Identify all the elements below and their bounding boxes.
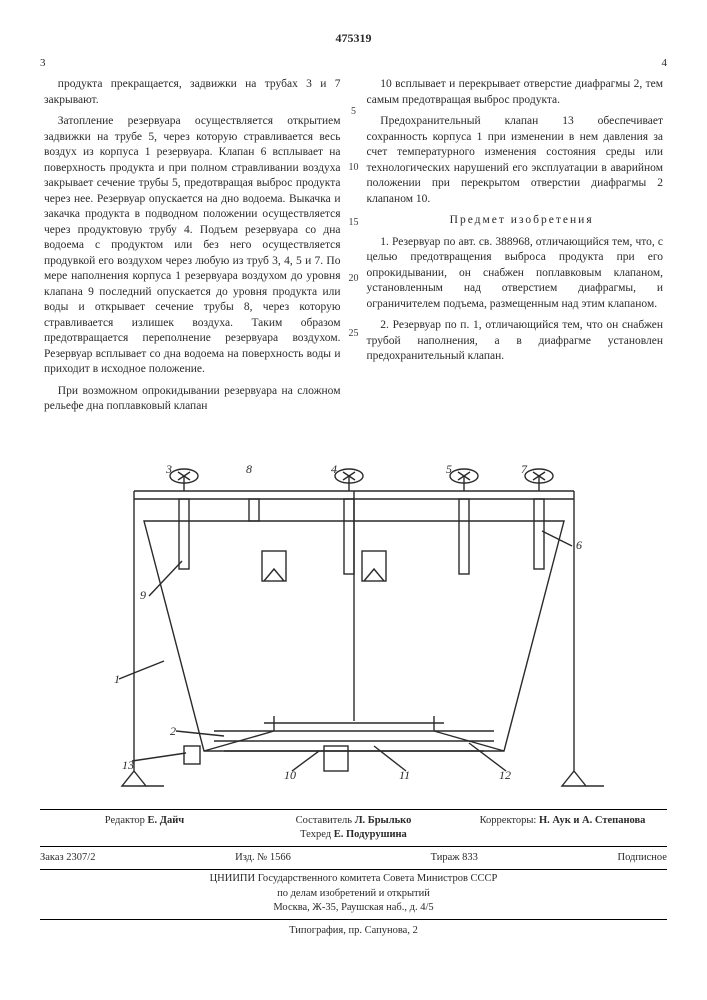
fig-label-8: 8 bbox=[246, 462, 252, 476]
order-num: Заказ 2307/2 bbox=[40, 851, 95, 865]
para: Предохранительный клапан 13 обеспечивает… bbox=[367, 114, 664, 207]
tirazh: Тираж 833 bbox=[431, 851, 478, 865]
ruler-mark: 20 bbox=[345, 272, 363, 286]
fig-label-7: 7 bbox=[521, 462, 528, 476]
claims-heading: Предмет изобретения bbox=[367, 213, 664, 229]
izd-num: Изд. № 1566 bbox=[235, 851, 291, 865]
line-ruler: 5 10 15 20 25 bbox=[345, 77, 363, 421]
patent-figure: 1 2 3 4 5 6 7 8 9 10 11 12 13 bbox=[74, 431, 634, 801]
corrector-block: Корректоры: Н. Аук и А. Степанова bbox=[458, 814, 667, 842]
fig-label-5: 5 bbox=[446, 462, 452, 476]
credits-row: Редактор Е. Дайч Составитель Л. Брылько … bbox=[40, 809, 667, 847]
composer-block: Составитель Л. Брылько Техред Е. Подуруш… bbox=[249, 814, 458, 842]
tech-label: Техред bbox=[300, 829, 331, 840]
page-left: 3 bbox=[40, 56, 46, 71]
corr-label: Корректоры: bbox=[480, 815, 537, 826]
editor-name: Е. Дайч bbox=[148, 815, 185, 826]
editor-label: Редактор bbox=[105, 815, 145, 826]
editor-block: Редактор Е. Дайч bbox=[40, 814, 249, 842]
para: продукта прекращается, задвижки на труба… bbox=[44, 77, 341, 108]
fig-label-6: 6 bbox=[576, 538, 582, 552]
left-column: продукта прекращается, задвижки на труба… bbox=[40, 77, 345, 421]
fig-label-4: 4 bbox=[331, 462, 337, 476]
fig-label-11: 11 bbox=[399, 768, 410, 782]
pub-row: Заказ 2307/2 Изд. № 1566 Тираж 833 Подпи… bbox=[40, 847, 667, 870]
fig-label-10: 10 bbox=[284, 768, 296, 782]
right-column: 10 всплывает и перекрывает отверстие диа… bbox=[363, 77, 668, 421]
fig-label-9: 9 bbox=[140, 588, 146, 602]
ruler-mark: 25 bbox=[345, 327, 363, 341]
org-block: ЦНИИПИ Государственного комитета Совета … bbox=[40, 870, 667, 920]
org-line: Москва, Ж-35, Раушская наб., д. 4/5 bbox=[40, 901, 667, 915]
fig-label-12: 12 bbox=[499, 768, 511, 782]
typography-line: Типография, пр. Сапунова, 2 bbox=[40, 920, 667, 938]
para: 2. Резервуар по п. 1, отличающийся тем, … bbox=[367, 318, 664, 365]
para: 10 всплывает и перекрывает отверстие диа… bbox=[367, 77, 664, 108]
text-columns: продукта прекращается, задвижки на труба… bbox=[40, 77, 667, 421]
org-line: по делам изобретений и открытий bbox=[40, 887, 667, 901]
fig-label-2: 2 bbox=[170, 724, 176, 738]
ruler-mark: 15 bbox=[345, 216, 363, 230]
figure-wrap: 1 2 3 4 5 6 7 8 9 10 11 12 13 bbox=[40, 431, 667, 801]
composer-label: Составитель bbox=[296, 815, 352, 826]
page-numbers: 3 4 bbox=[40, 56, 667, 71]
tech-name: Е. Подурушина bbox=[334, 829, 407, 840]
subscription: Подписное bbox=[618, 851, 667, 865]
composer-name: Л. Брылько bbox=[355, 815, 412, 826]
fig-label-13: 13 bbox=[122, 758, 134, 772]
ruler-mark: 10 bbox=[345, 161, 363, 175]
patent-page: 475319 3 4 продукта прекращается, задвиж… bbox=[0, 0, 707, 1000]
para: Затопление резервуара осуществляется отк… bbox=[44, 114, 341, 378]
corr-names: Н. Аук и А. Степанова bbox=[539, 815, 645, 826]
footer: Редактор Е. Дайч Составитель Л. Брылько … bbox=[40, 809, 667, 938]
fig-label-1: 1 bbox=[114, 672, 120, 686]
page-right: 4 bbox=[662, 56, 668, 71]
fig-label-3: 3 bbox=[165, 462, 172, 476]
para: При возможном опрокидывании резервуара н… bbox=[44, 384, 341, 415]
ruler-mark: 5 bbox=[345, 105, 363, 119]
doc-number: 475319 bbox=[40, 30, 667, 46]
org-line: ЦНИИПИ Государственного комитета Совета … bbox=[40, 872, 667, 886]
para: 1. Резервуар по авт. св. 388968, отличаю… bbox=[367, 235, 664, 313]
